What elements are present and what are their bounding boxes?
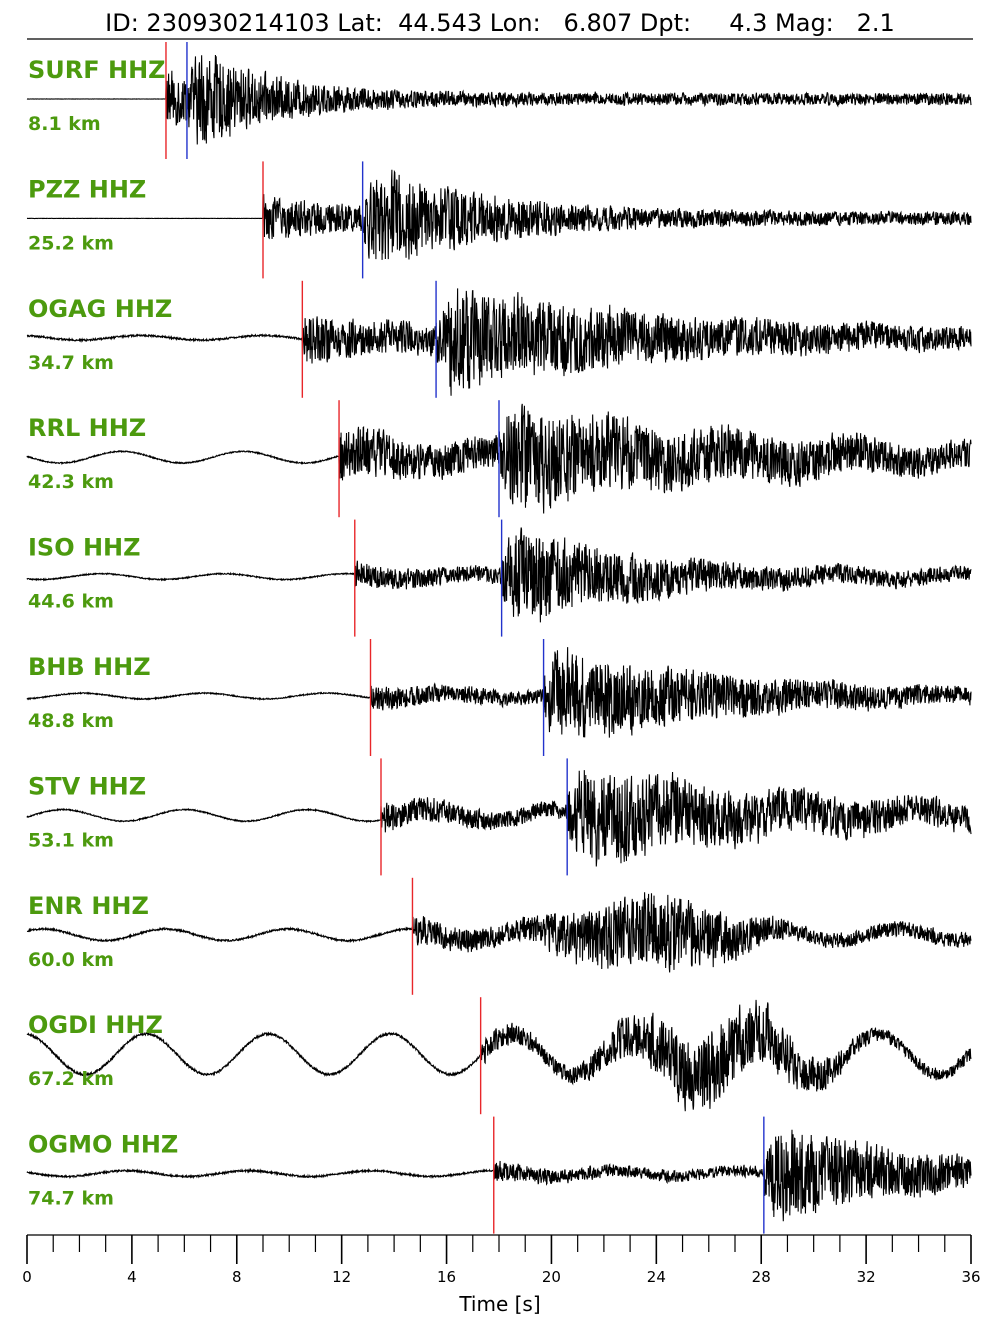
trace-row: BHB HHZ 48.8 km <box>26 639 972 756</box>
distance-label: 67.2 km <box>28 1068 114 1090</box>
waveform-trace <box>26 169 972 260</box>
station-label: ISO HHZ <box>28 534 141 562</box>
trace-row: ENR HHZ 60.0 km <box>26 877 972 995</box>
trace-row: OGMO HHZ 74.7 km <box>26 1116 972 1234</box>
x-tick-label: 8 <box>232 1268 242 1286</box>
waveform-trace <box>26 55 972 145</box>
waveform-trace <box>26 999 972 1112</box>
station-label: STV HHZ <box>28 772 146 800</box>
station-label: ENR HHZ <box>28 892 149 920</box>
station-label: OGAG HHZ <box>28 295 172 323</box>
waveform-trace <box>26 770 972 867</box>
distance-label: 8.1 km <box>28 113 101 135</box>
trace-row: OGDI HHZ 67.2 km <box>26 997 972 1115</box>
trace-row: OGAG HHZ 34.7 km <box>26 280 972 398</box>
distance-label: 34.7 km <box>28 352 114 374</box>
station-label: SURF HHZ <box>28 56 166 84</box>
distance-label: 60.0 km <box>28 949 114 971</box>
traces-group: SURF HHZ 8.1 km PZZ HHZ 25.2 km OGAG HHZ 34.7… <box>26 42 972 1234</box>
trace-row: SURF HHZ 8.1 km <box>26 42 972 159</box>
x-tick-label: 16 <box>437 1268 456 1286</box>
waveform-trace <box>26 647 972 738</box>
waveform-trace <box>26 527 972 623</box>
distance-label: 42.3 km <box>28 471 114 493</box>
x-tick-label: 24 <box>647 1268 666 1286</box>
chart-title: ID: 230930214103 Lat: 44.543 Lon: 6.807 … <box>105 9 895 37</box>
station-label: OGMO HHZ <box>28 1131 178 1159</box>
station-label: RRL HHZ <box>28 414 146 442</box>
x-tick-label: 4 <box>127 1268 137 1286</box>
waveform-trace <box>26 288 972 396</box>
trace-row: PZZ HHZ 25.2 km <box>26 161 972 279</box>
station-label: BHB HHZ <box>28 653 151 681</box>
trace-row: ISO HHZ 44.6 km <box>26 519 972 637</box>
trace-row: STV HHZ 53.1 km <box>26 758 972 876</box>
waveform-trace <box>26 1129 972 1222</box>
time-axis: 0 4 8 12 16 20 24 28 32 36 <box>22 1234 981 1286</box>
x-tick-label: 32 <box>857 1268 876 1286</box>
station-label: OGDI HHZ <box>28 1011 163 1039</box>
distance-label: 53.1 km <box>28 829 114 851</box>
trace-row: RRL HHZ 42.3 km <box>26 400 972 518</box>
x-tick-label: 20 <box>542 1268 561 1286</box>
station-label: PZZ HHZ <box>28 175 146 203</box>
distance-label: 44.6 km <box>28 591 114 613</box>
waveform-trace <box>26 892 972 973</box>
distance-label: 48.8 km <box>28 710 114 732</box>
distance-label: 25.2 km <box>28 232 114 254</box>
x-tick-label: 36 <box>961 1268 980 1286</box>
distance-label: 74.7 km <box>28 1188 114 1210</box>
x-tick-label: 12 <box>332 1268 351 1286</box>
x-tick-label: 0 <box>22 1268 32 1286</box>
x-axis-label: Time [s] <box>458 1292 540 1316</box>
x-tick-label: 28 <box>752 1268 771 1286</box>
